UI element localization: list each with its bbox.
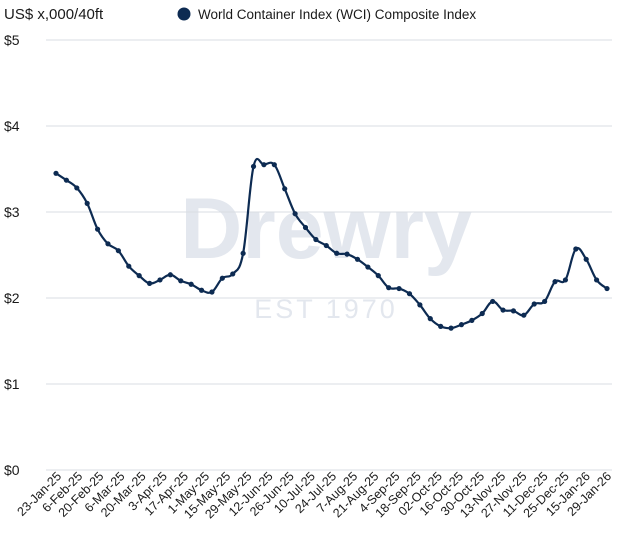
data-point (157, 277, 163, 283)
data-point (219, 275, 225, 281)
data-point (94, 226, 101, 232)
data-point (406, 291, 413, 297)
data-point (396, 285, 402, 292)
y-axis-ticks: $0 $1 $2 $3 $4 $5 (4, 32, 20, 478)
gridlines (46, 39, 612, 471)
data-point (105, 241, 111, 247)
data-point (209, 289, 215, 295)
data-point (167, 272, 173, 278)
data-point (240, 250, 246, 256)
data-point (282, 186, 288, 192)
data-point (230, 271, 236, 277)
data-point (198, 287, 205, 293)
data-point (178, 278, 184, 284)
watermark-tagline: EST 1970 (254, 294, 398, 324)
data-point (490, 298, 496, 305)
y-tick-label: $1 (4, 376, 20, 392)
y-tick-label: $4 (4, 118, 20, 134)
data-point (583, 256, 589, 262)
data-point (63, 177, 69, 183)
data-point (521, 312, 527, 318)
data-point (365, 264, 371, 270)
y-axis-title: US$ x,000/40ft (4, 6, 104, 23)
data-point (562, 277, 569, 283)
data-point (261, 162, 267, 168)
data-point (438, 323, 444, 329)
data-point (115, 248, 121, 254)
data-point (271, 162, 277, 168)
data-point (573, 246, 579, 252)
data-point (500, 307, 506, 313)
y-tick-label: $5 (4, 32, 20, 48)
legend: World Container Index (WCI) Composite In… (177, 7, 476, 22)
data-point (469, 317, 475, 323)
data-point (53, 170, 59, 176)
data-point (375, 273, 381, 279)
y-tick-label: $3 (4, 204, 20, 220)
x-axis-ticks: 23-Jan-256-Feb-2520-Feb-256-Mar-2520-Mar… (14, 469, 614, 521)
data-point (448, 325, 454, 331)
data-point (146, 280, 153, 286)
series-wci (53, 157, 610, 331)
data-point (604, 285, 610, 292)
data-point (458, 322, 465, 328)
data-point (84, 200, 90, 206)
watermark: Drewry EST 1970 (180, 181, 472, 324)
data-point (417, 302, 423, 308)
data-point (594, 277, 600, 283)
data-point (136, 273, 142, 279)
data-point (344, 251, 350, 257)
data-point (292, 211, 298, 217)
data-point (334, 250, 340, 256)
data-point (126, 263, 132, 269)
data-point (323, 242, 329, 249)
data-point (354, 256, 361, 262)
legend-label: World Container Index (WCI) Composite In… (198, 7, 476, 22)
data-point (427, 316, 433, 322)
y-tick-label: $2 (4, 290, 20, 306)
data-point (74, 185, 80, 191)
data-point (313, 236, 319, 243)
data-point (531, 301, 537, 307)
legend-swatch (177, 7, 191, 21)
data-point (542, 298, 548, 305)
data-point (552, 279, 558, 285)
watermark-brand: Drewry (180, 181, 472, 277)
data-point (386, 285, 392, 291)
data-point (250, 163, 257, 170)
y-tick-label: $0 (4, 462, 20, 478)
data-point (302, 224, 309, 231)
data-point (479, 310, 485, 317)
data-point (510, 308, 517, 314)
data-point (188, 281, 194, 287)
